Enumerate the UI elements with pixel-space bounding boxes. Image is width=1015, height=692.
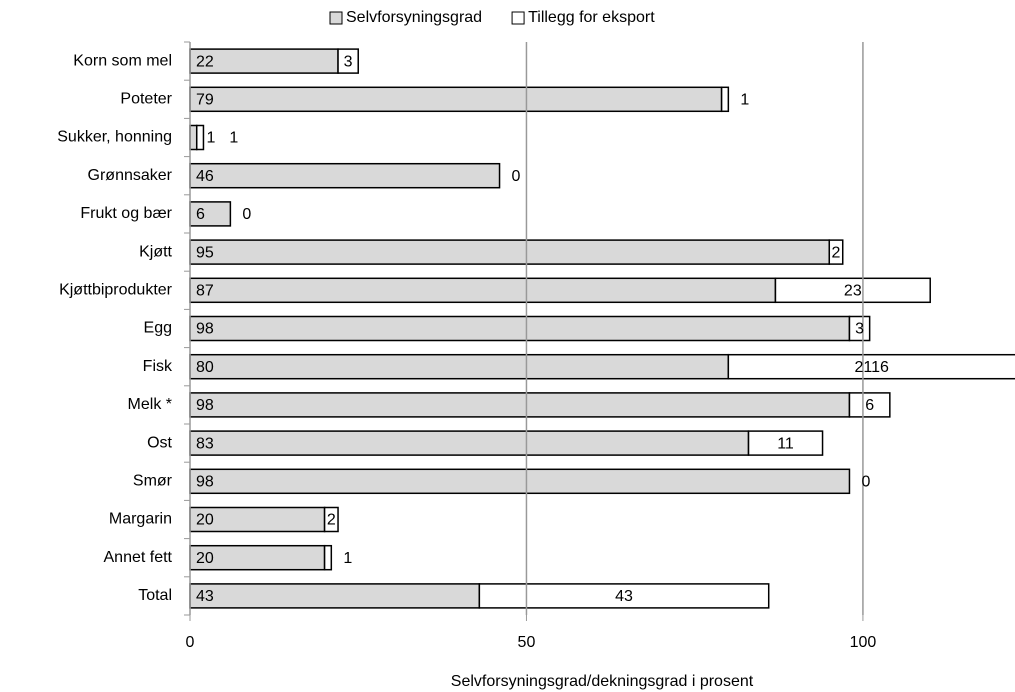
y-tick-label: Poteter — [120, 91, 172, 108]
y-tick-label: Kjøttbiprodukter — [59, 282, 173, 299]
bar-segment — [189, 392, 851, 418]
value-label: 6 — [865, 397, 874, 414]
y-tick-label: Kjøtt — [139, 243, 172, 260]
legend-swatch — [511, 11, 525, 25]
bar-segment — [189, 353, 730, 380]
bar-segment — [189, 468, 851, 495]
x-tick-label: 50 — [518, 634, 536, 651]
value-label: 1 — [343, 550, 352, 567]
bar-segment — [189, 506, 326, 533]
value-label: 11 — [777, 435, 794, 452]
bar-segment — [189, 239, 831, 265]
legend-swatch — [329, 11, 343, 25]
value-label: 87 — [196, 283, 214, 300]
bar-segment — [189, 201, 232, 227]
value-label: 3 — [855, 321, 864, 338]
y-tick-label: Annet fett — [104, 549, 173, 566]
value-label: 43 — [615, 588, 633, 605]
value-label: 20 — [196, 512, 214, 529]
value-label: 98 — [196, 474, 214, 491]
value-label: 43 — [196, 588, 214, 605]
bar-segment — [478, 583, 770, 609]
y-tick-label: Frukt og bær — [80, 205, 172, 222]
bar-segment — [828, 239, 844, 265]
bar-segment — [189, 277, 777, 304]
bar-segment — [189, 124, 198, 151]
value-label: 1 — [206, 130, 215, 147]
y-tick-label: Ost — [147, 434, 172, 451]
bar-segment — [189, 162, 501, 189]
value-label: 2 — [832, 244, 841, 261]
bar-segment — [189, 86, 723, 113]
y-tick-label: Margarin — [109, 511, 172, 528]
bar-segment — [848, 315, 871, 342]
legend-label: Selvforsyningsgrad — [346, 9, 482, 26]
y-tick-label: Egg — [144, 320, 172, 337]
y-tick-label: Korn som mel — [73, 52, 172, 69]
bar-segment — [337, 48, 359, 74]
bar-segment — [720, 86, 730, 113]
value-label: 22 — [196, 53, 214, 70]
value-label: 95 — [196, 244, 214, 261]
y-tick-label: Melk * — [128, 396, 172, 413]
legend-label: Tillegg for eksport — [528, 9, 655, 26]
bar-segment — [323, 544, 333, 571]
value-label: 83 — [196, 435, 214, 452]
bar-segment — [747, 430, 824, 456]
x-tick-label: 0 — [186, 634, 195, 651]
bar-segment — [195, 124, 205, 151]
x-axis-label: Selvforsyningsgrad/dekningsgrad i prosen… — [451, 673, 754, 690]
value-label: 3 — [344, 53, 353, 70]
bars — [189, 48, 1015, 609]
value-label: 98 — [196, 321, 214, 338]
bar-segment — [774, 277, 931, 304]
value-label: 80 — [196, 359, 214, 376]
bar-segment — [189, 583, 481, 609]
value-label: 2 — [327, 512, 336, 529]
bar-segment — [727, 353, 1015, 380]
bar-segment — [189, 315, 851, 342]
value-label: 1 — [229, 130, 238, 147]
value-label: 2116 — [854, 359, 889, 376]
value-label: 20 — [196, 550, 214, 567]
bar-segment — [189, 430, 750, 456]
y-tick-label: Grønnsaker — [88, 167, 173, 184]
y-tick-label: Fisk — [143, 358, 173, 375]
y-tick-label: Sukker, honning — [57, 129, 172, 146]
value-label: 46 — [196, 168, 214, 185]
y-tick-label: Total — [138, 587, 172, 604]
value-label: 6 — [196, 206, 205, 223]
value-label: 23 — [844, 283, 862, 300]
value-label: 0 — [861, 474, 870, 491]
value-label: 0 — [512, 168, 521, 185]
bar-segment — [323, 506, 339, 533]
value-label: 79 — [196, 92, 214, 109]
x-tick-label: 100 — [850, 634, 877, 651]
value-label: 0 — [242, 206, 251, 223]
bar-segment — [848, 392, 891, 418]
value-label: 1 — [740, 92, 749, 109]
value-label: 98 — [196, 397, 214, 414]
y-tick-label: Smør — [133, 473, 173, 490]
